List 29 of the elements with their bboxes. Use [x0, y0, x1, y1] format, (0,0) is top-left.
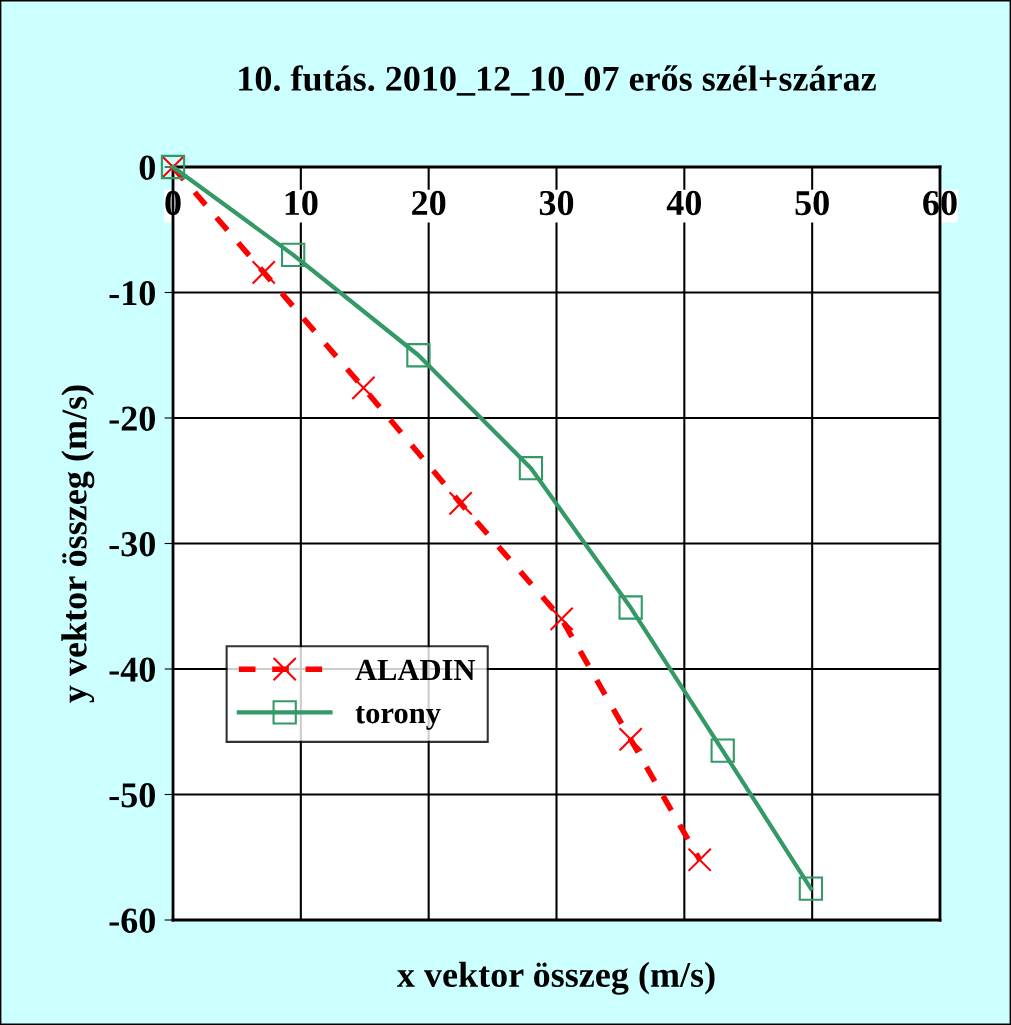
y-tick-label: -30 [109, 532, 155, 557]
y-tick-label: -20 [109, 406, 155, 431]
x-tick-label: 40 [666, 190, 702, 216]
point [518, 456, 544, 481]
point [281, 242, 306, 267]
y-axis-title: y vektor összeg (m/s) [61, 385, 95, 703]
point [549, 606, 574, 631]
point [351, 375, 376, 401]
y-tick-label: -50 [109, 783, 155, 808]
y-tick-label: 0 [139, 155, 155, 180]
legend-label: torony [355, 705, 441, 730]
point [687, 847, 712, 872]
y-tick-label: -60 [109, 908, 155, 933]
x-axis-title: x vektor összeg (m/s) [397, 961, 715, 995]
y-tick-label: -10 [109, 281, 155, 306]
x-tick-label: 20 [412, 190, 446, 216]
point [798, 876, 824, 901]
y-tick-label: -40 [109, 657, 155, 682]
legend-label: ALADIN [355, 659, 476, 680]
chart-title: 10. futás. 2010_12_10_07 erős szél+száraz [239, 65, 876, 96]
point [448, 491, 473, 516]
x-tick-label: 30 [539, 190, 574, 216]
point [618, 595, 643, 620]
point [710, 738, 735, 763]
point [406, 343, 431, 368]
x-tick-label: 10 [285, 190, 318, 216]
x-tick-label: 50 [795, 190, 829, 216]
point [251, 260, 276, 285]
point [618, 727, 643, 752]
